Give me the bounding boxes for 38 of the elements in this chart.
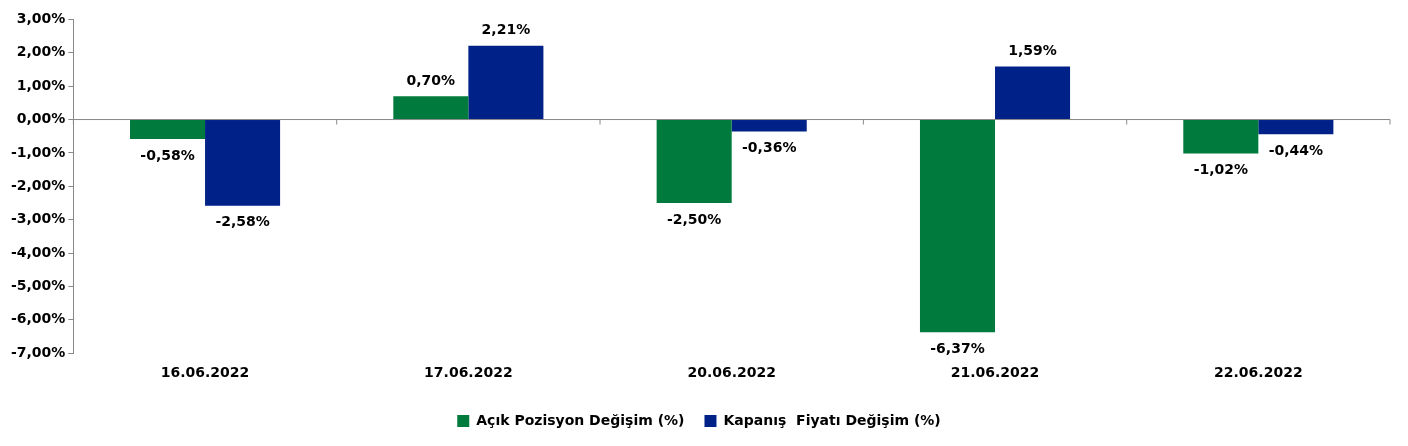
data-label: -0,44% (1268, 141, 1324, 158)
bar (130, 120, 206, 139)
bar (1183, 120, 1259, 154)
data-label: -0,58% (140, 146, 195, 163)
y-tick-label: -2,00% (10, 176, 66, 193)
bar (468, 45, 544, 120)
bar (919, 120, 996, 333)
x-tick-label: 20.06.2022 (687, 364, 776, 381)
x-tick-label: 21.06.2022 (950, 364, 1040, 381)
data-label: -0,36% (742, 139, 797, 156)
bar (1258, 120, 1334, 135)
bar (656, 120, 732, 203)
y-tick-label: 3,00% (16, 10, 66, 27)
bar (393, 96, 469, 120)
y-tick-label: -1,00% (10, 143, 66, 160)
data-label: 1,59% (1008, 42, 1057, 59)
bar (205, 120, 281, 206)
y-tick-label: 1,00% (16, 76, 66, 93)
bar (731, 120, 807, 132)
data-label: -2,58% (215, 213, 270, 230)
y-tick-label: -5,00% (10, 277, 66, 294)
x-tick-label: 17.06.2022 (424, 364, 513, 381)
y-tick-label: -7,00% (10, 343, 66, 360)
y-tick-label: -3,00% (10, 210, 66, 227)
y-tick-label: -4,00% (10, 243, 66, 260)
y-tick-label: -6,00% (10, 310, 66, 327)
y-tick-label: 2,00% (16, 43, 66, 60)
x-tick-label: 16.06.2022 (160, 364, 250, 381)
y-tick-label: 0,00% (16, 110, 66, 127)
legend-label: Kapanış Fiyatı Değişim (%) (723, 411, 941, 428)
data-label: -2,50% (666, 210, 722, 227)
data-label: 0,70% (406, 71, 456, 88)
legend-label: Açık Pozisyon Değişim (%) (476, 411, 685, 428)
x-tick-label: 22.06.2022 (1214, 364, 1303, 381)
bar (995, 66, 1071, 120)
data-label: 2,21% (481, 21, 531, 38)
data-label: -1,02% (1193, 161, 1249, 178)
data-label: -6,37% (930, 339, 985, 356)
